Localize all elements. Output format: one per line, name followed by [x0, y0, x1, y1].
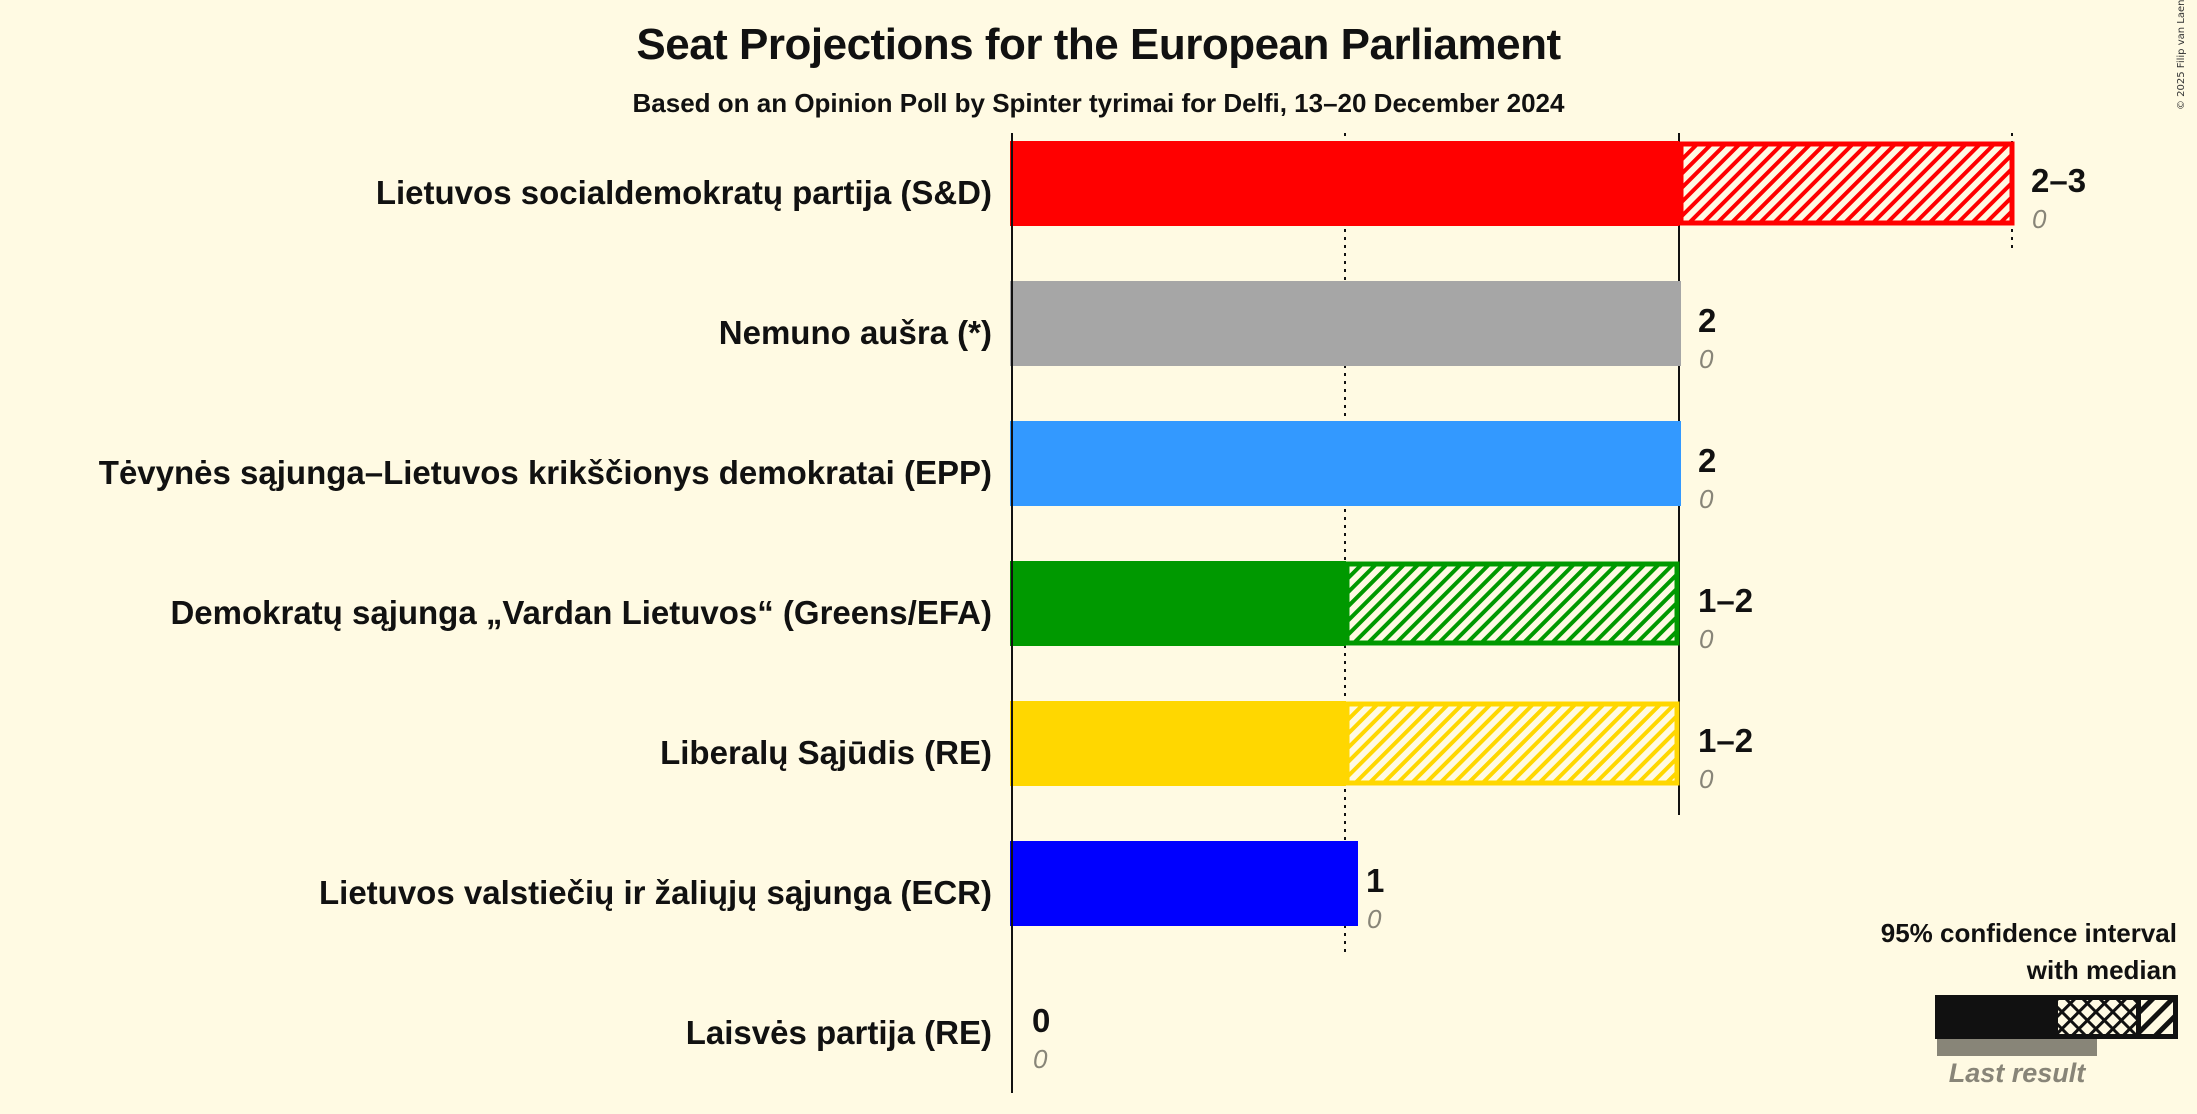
gridlines [1344, 133, 2013, 955]
party-label-liberalu: Liberalų Sąjūdis (RE) [660, 734, 992, 771]
value-label-liberalu: 1–2 [1698, 722, 1754, 759]
last-result-laisves: 0 [1033, 1044, 1048, 1074]
value-label-laisves: 0 [1032, 1002, 1051, 1039]
last-result-liberalu: 0 [1699, 764, 1714, 794]
value-label-nemuno: 2 [1698, 302, 1717, 339]
party-label-greens: Demokratų sąjunga „Vardan Lietuvos“ (Gre… [170, 594, 992, 631]
party-label-ecr: Lietuvos valstiečių ir žaliųjų sąjunga (… [319, 874, 992, 911]
legend-swatch [1935, 995, 2178, 1056]
party-label-nemuno: Nemuno aušra (*) [718, 314, 992, 351]
party-label-laisves: Laisvės partija (RE) [685, 1014, 992, 1051]
legend-title-line1: 95% confidence interval [1880, 918, 2177, 948]
bar-row-nemuno [1010, 281, 1681, 366]
bar-row-sd [1010, 141, 2015, 226]
legend-title-line2: with median [2026, 955, 2177, 985]
chart-subtitle: Based on an Opinion Poll by Spinter tyri… [632, 88, 1565, 118]
value-label-greens: 1–2 [1698, 582, 1754, 619]
last-result-greens: 0 [1699, 624, 1714, 654]
value-label-ecr: 1 [1366, 862, 1385, 899]
last-result-epp: 0 [1699, 484, 1714, 514]
party-label-sd: Lietuvos socialdemokratų partija (S&D) [375, 174, 992, 211]
bar-row-greens [1010, 561, 1680, 646]
bar-row-ecr [1010, 841, 1358, 926]
bar-row-liberalu [1010, 701, 1680, 786]
last-result-nemuno: 0 [1699, 344, 1714, 374]
last-result-sd: 0 [2032, 204, 2047, 234]
bar-row-epp [1010, 421, 1681, 506]
legend-title: 95% confidence interval with median [1881, 915, 2177, 989]
value-label-sd: 2–3 [2031, 162, 2087, 199]
value-label-epp: 2 [1698, 442, 1717, 479]
legend-last-result-label: Last result [1948, 1058, 2086, 1088]
party-label-epp: Tėvynės sąjunga–Lietuvos krikščionys dem… [98, 454, 992, 491]
chart-title: Seat Projections for the European Parlia… [636, 20, 1561, 69]
last-result-ecr: 0 [1367, 904, 1382, 934]
